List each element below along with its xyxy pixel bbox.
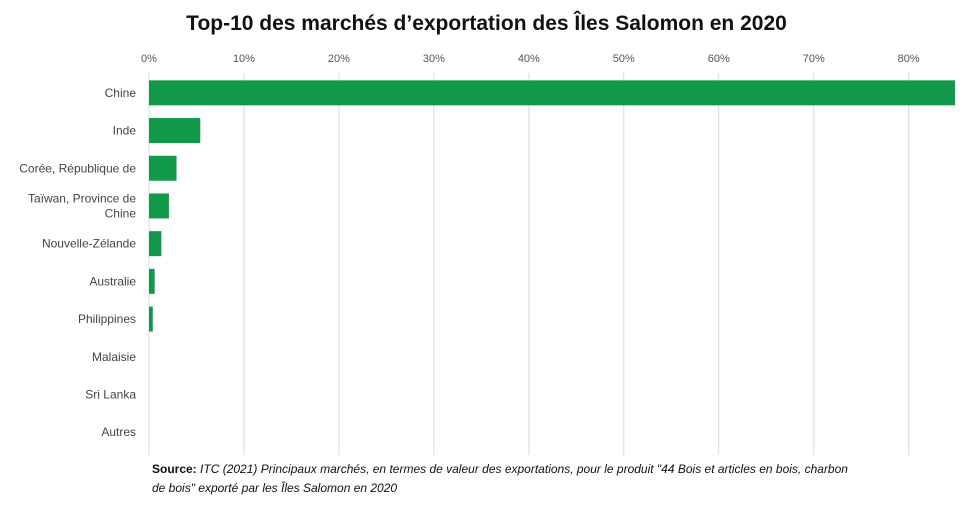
- x-tick-label: 40%: [518, 53, 540, 65]
- x-tick-label: 70%: [803, 53, 825, 65]
- category-label: Malaisie: [92, 350, 136, 364]
- source-label: Source:: [152, 462, 197, 476]
- x-tick-label: 10%: [233, 53, 255, 65]
- bar: [149, 155, 177, 181]
- category-label: Corée, République de: [19, 161, 136, 175]
- x-tick-label: 80%: [898, 53, 920, 65]
- category-label: Taïwan, Province de Chine: [28, 191, 136, 220]
- bar: [149, 231, 162, 257]
- bar: [149, 306, 153, 332]
- category-label: Autres: [101, 425, 136, 439]
- x-tick-label: 60%: [708, 53, 730, 65]
- x-tick-label: 20%: [328, 53, 350, 65]
- x-tick-label: 30%: [423, 53, 445, 65]
- bar: [149, 268, 155, 294]
- chart-title: Top-10 des marchés d’exportation des Île…: [186, 12, 787, 35]
- x-tick-label: 50%: [613, 53, 635, 65]
- source-note: Source: ITC (2021) Principaux marchés, e…: [152, 460, 852, 498]
- bar: [149, 193, 169, 219]
- category-label: Philippines: [78, 312, 136, 326]
- category-label: Sri Lanka: [85, 387, 136, 401]
- category-label: Nouvelle-Zélande: [42, 237, 136, 251]
- bar: [149, 80, 955, 106]
- x-tick-label: 0%: [141, 53, 157, 65]
- bar: [149, 118, 201, 144]
- category-label: Chine: [105, 86, 137, 100]
- source-text: ITC (2021) Principaux marchés, en termes…: [152, 462, 848, 495]
- category-label: Australie: [89, 274, 136, 288]
- category-label: Inde: [113, 124, 137, 138]
